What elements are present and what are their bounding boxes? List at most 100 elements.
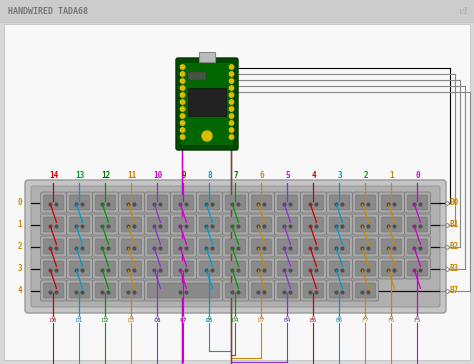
Text: D5: D5 bbox=[206, 318, 213, 323]
FancyBboxPatch shape bbox=[70, 261, 90, 276]
FancyBboxPatch shape bbox=[248, 280, 274, 301]
FancyBboxPatch shape bbox=[40, 258, 66, 279]
FancyBboxPatch shape bbox=[274, 280, 301, 301]
FancyBboxPatch shape bbox=[66, 236, 92, 257]
Text: B7: B7 bbox=[450, 286, 459, 295]
Circle shape bbox=[180, 93, 185, 97]
FancyBboxPatch shape bbox=[118, 236, 145, 257]
FancyBboxPatch shape bbox=[199, 52, 215, 62]
Text: 3: 3 bbox=[337, 171, 342, 180]
FancyBboxPatch shape bbox=[248, 236, 274, 257]
FancyBboxPatch shape bbox=[408, 195, 428, 210]
Text: 14: 14 bbox=[49, 171, 58, 180]
FancyBboxPatch shape bbox=[66, 214, 92, 235]
Text: 2: 2 bbox=[18, 242, 22, 251]
FancyBboxPatch shape bbox=[147, 217, 167, 232]
FancyBboxPatch shape bbox=[145, 258, 171, 279]
FancyBboxPatch shape bbox=[147, 261, 167, 276]
Circle shape bbox=[180, 72, 185, 76]
FancyBboxPatch shape bbox=[147, 283, 219, 298]
FancyBboxPatch shape bbox=[303, 217, 323, 232]
FancyBboxPatch shape bbox=[277, 239, 298, 254]
Text: 7: 7 bbox=[233, 171, 238, 180]
FancyBboxPatch shape bbox=[173, 195, 193, 210]
FancyBboxPatch shape bbox=[147, 195, 167, 210]
FancyBboxPatch shape bbox=[70, 195, 90, 210]
FancyBboxPatch shape bbox=[222, 280, 248, 301]
FancyBboxPatch shape bbox=[248, 214, 274, 235]
FancyBboxPatch shape bbox=[25, 180, 446, 313]
Text: 4: 4 bbox=[18, 286, 22, 295]
FancyBboxPatch shape bbox=[200, 239, 219, 254]
FancyBboxPatch shape bbox=[118, 280, 145, 301]
Text: B4: B4 bbox=[284, 318, 291, 323]
Text: 5: 5 bbox=[285, 171, 290, 180]
FancyBboxPatch shape bbox=[118, 192, 145, 213]
Circle shape bbox=[180, 135, 185, 139]
FancyBboxPatch shape bbox=[327, 236, 353, 257]
Bar bbox=[0, 0, 474, 22]
Text: D1: D1 bbox=[76, 318, 83, 323]
FancyBboxPatch shape bbox=[44, 261, 64, 276]
Text: 13: 13 bbox=[75, 171, 84, 180]
FancyBboxPatch shape bbox=[173, 261, 193, 276]
FancyBboxPatch shape bbox=[180, 62, 234, 146]
FancyBboxPatch shape bbox=[301, 192, 327, 213]
FancyBboxPatch shape bbox=[353, 258, 379, 279]
Text: C7: C7 bbox=[180, 318, 187, 323]
FancyBboxPatch shape bbox=[301, 214, 327, 235]
FancyBboxPatch shape bbox=[303, 261, 323, 276]
FancyBboxPatch shape bbox=[226, 283, 246, 298]
FancyBboxPatch shape bbox=[226, 239, 246, 254]
Text: D4: D4 bbox=[232, 318, 239, 323]
Text: B2: B2 bbox=[450, 242, 459, 251]
FancyBboxPatch shape bbox=[95, 261, 116, 276]
FancyBboxPatch shape bbox=[40, 236, 66, 257]
FancyBboxPatch shape bbox=[408, 239, 428, 254]
FancyBboxPatch shape bbox=[356, 195, 375, 210]
FancyBboxPatch shape bbox=[40, 192, 66, 213]
Text: B6: B6 bbox=[336, 318, 343, 323]
FancyBboxPatch shape bbox=[356, 239, 375, 254]
Text: 2: 2 bbox=[363, 171, 368, 180]
Text: 0: 0 bbox=[18, 198, 22, 207]
FancyBboxPatch shape bbox=[301, 280, 327, 301]
FancyBboxPatch shape bbox=[226, 261, 246, 276]
FancyBboxPatch shape bbox=[121, 195, 142, 210]
Text: v1: v1 bbox=[458, 7, 468, 16]
FancyBboxPatch shape bbox=[274, 258, 301, 279]
FancyBboxPatch shape bbox=[66, 280, 92, 301]
FancyBboxPatch shape bbox=[44, 217, 64, 232]
FancyBboxPatch shape bbox=[145, 236, 171, 257]
FancyBboxPatch shape bbox=[252, 239, 272, 254]
Text: 1: 1 bbox=[389, 171, 394, 180]
FancyBboxPatch shape bbox=[353, 280, 379, 301]
Text: HANDWIRED TADA68: HANDWIRED TADA68 bbox=[8, 7, 88, 16]
FancyBboxPatch shape bbox=[171, 214, 197, 235]
Bar bbox=[188, 88, 226, 116]
FancyBboxPatch shape bbox=[301, 258, 327, 279]
FancyBboxPatch shape bbox=[248, 192, 274, 213]
FancyBboxPatch shape bbox=[197, 236, 222, 257]
FancyBboxPatch shape bbox=[226, 195, 246, 210]
FancyBboxPatch shape bbox=[303, 283, 323, 298]
Text: 9: 9 bbox=[181, 171, 186, 180]
Text: B1: B1 bbox=[450, 220, 459, 229]
Text: F7: F7 bbox=[362, 318, 369, 323]
Text: B5: B5 bbox=[310, 318, 317, 323]
Text: D7: D7 bbox=[258, 318, 265, 323]
Circle shape bbox=[180, 121, 185, 125]
FancyBboxPatch shape bbox=[356, 261, 375, 276]
FancyBboxPatch shape bbox=[222, 214, 248, 235]
FancyBboxPatch shape bbox=[353, 214, 379, 235]
Circle shape bbox=[229, 100, 234, 104]
FancyBboxPatch shape bbox=[404, 236, 430, 257]
FancyBboxPatch shape bbox=[382, 195, 401, 210]
FancyBboxPatch shape bbox=[70, 239, 90, 254]
FancyBboxPatch shape bbox=[70, 217, 90, 232]
FancyBboxPatch shape bbox=[121, 283, 142, 298]
FancyBboxPatch shape bbox=[95, 283, 116, 298]
FancyBboxPatch shape bbox=[379, 214, 404, 235]
FancyBboxPatch shape bbox=[121, 217, 142, 232]
FancyBboxPatch shape bbox=[171, 192, 197, 213]
